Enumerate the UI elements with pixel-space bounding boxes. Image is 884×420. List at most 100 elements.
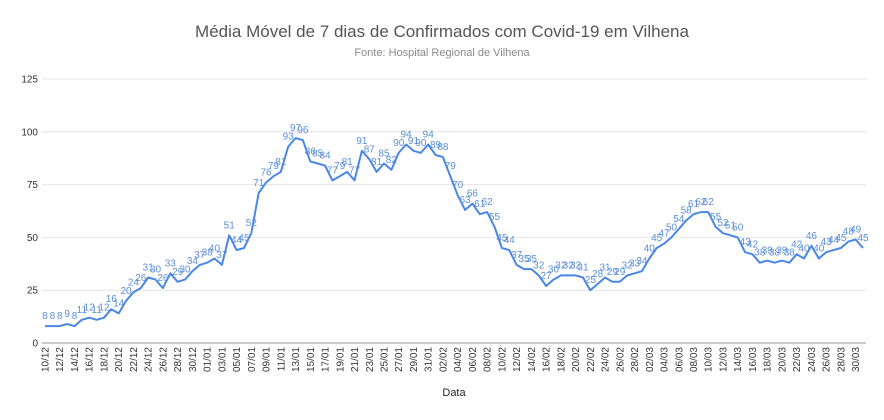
- y-tick-label: 100: [21, 127, 38, 138]
- x-tick-label: 03/01: [217, 347, 228, 372]
- data-label: 39: [776, 246, 788, 257]
- data-label: 43: [821, 237, 833, 248]
- y-tick-label: 125: [21, 75, 38, 86]
- data-label: 66: [467, 189, 479, 200]
- data-label: 32: [622, 260, 634, 271]
- x-tick-label: 09/01: [262, 347, 273, 372]
- x-tick-label: 13/01: [291, 347, 302, 372]
- data-label: 47: [658, 229, 670, 240]
- data-label: 51: [725, 220, 737, 231]
- data-label: 91: [408, 136, 420, 147]
- x-axis-ticks: 10/12 12/12 14/12 16/12 18/12 20/12 22/12 24/12…: [41, 347, 863, 372]
- data-label: 54: [673, 214, 685, 225]
- data-label: 44: [504, 235, 516, 246]
- data-label: 94: [423, 129, 435, 140]
- data-label: 44: [231, 235, 243, 246]
- data-label: 35: [518, 254, 530, 265]
- data-label: 94: [401, 129, 413, 140]
- data-label: 63: [459, 195, 471, 206]
- data-label: 11: [77, 305, 88, 316]
- x-tick-label: 28/12: [173, 347, 184, 372]
- data-label: 96: [297, 125, 309, 136]
- data-label: 31: [577, 263, 589, 274]
- data-label: 9: [64, 309, 70, 320]
- data-label: 90: [393, 138, 405, 149]
- y-axis-ticks: 0 25 50 75 100 125: [21, 75, 38, 350]
- data-label: 12: [84, 303, 96, 314]
- data-label: 43: [740, 237, 752, 248]
- data-label: 55: [489, 212, 501, 223]
- x-tick-label: 16/02: [542, 347, 553, 372]
- data-label: 25: [585, 275, 597, 286]
- data-label: 51: [224, 220, 236, 231]
- data-label: 29: [614, 267, 626, 278]
- data-label: 52: [717, 218, 729, 229]
- x-tick-label: 14/02: [527, 347, 538, 372]
- data-label: 86: [305, 146, 317, 157]
- data-label: 40: [813, 244, 825, 255]
- x-tick-label: 18/02: [556, 347, 567, 372]
- data-label: 8: [72, 311, 78, 322]
- x-tick-label: 12/03: [718, 347, 729, 372]
- data-label: 8: [57, 311, 63, 322]
- data-label: 76: [261, 167, 273, 178]
- y-tick-label: 50: [27, 233, 39, 244]
- chart-subtitle: Fonte: Hospital Regional de Vilhena: [354, 47, 530, 59]
- data-label: 62: [695, 197, 707, 208]
- y-tick-label: 75: [27, 180, 39, 191]
- x-tick-label: 21/01: [350, 347, 361, 372]
- x-tick-label: 26/02: [615, 347, 626, 372]
- x-tick-label: 15/01: [306, 347, 317, 372]
- data-label: 30: [548, 265, 560, 276]
- x-tick-label: 25/01: [379, 347, 390, 372]
- x-tick-label: 20/03: [777, 347, 788, 372]
- data-label: 50: [732, 222, 744, 233]
- x-tick-label: 22/12: [129, 347, 140, 372]
- x-tick-label: 29/01: [409, 347, 420, 372]
- data-label: 88: [437, 142, 449, 153]
- data-label: 85: [378, 148, 390, 159]
- data-label: 20: [121, 286, 133, 297]
- data-label: 44: [828, 235, 840, 246]
- data-label: 62: [703, 197, 715, 208]
- data-label: 45: [835, 233, 847, 244]
- data-label: 37: [511, 250, 523, 261]
- data-label: 32: [563, 260, 575, 271]
- data-label: 31: [600, 263, 612, 274]
- data-labels: 8 8 8 9 811121112161420242631302633293034373…: [42, 123, 869, 322]
- data-label: 55: [710, 212, 722, 223]
- x-tick-label: 22/02: [586, 347, 597, 372]
- data-label: 34: [187, 256, 199, 267]
- data-label: 29: [172, 267, 184, 278]
- data-label: 81: [342, 157, 354, 168]
- data-label: 38: [784, 248, 796, 259]
- x-tick-label: 07/01: [247, 347, 258, 372]
- x-tick-label: 12/12: [55, 347, 66, 372]
- x-tick-label: 05/01: [232, 347, 243, 372]
- data-label: 45: [651, 233, 663, 244]
- data-label: 84: [319, 151, 331, 162]
- data-label: 52: [246, 218, 258, 229]
- x-tick-label: 14/12: [70, 347, 81, 372]
- x-tick-label: 08/03: [689, 347, 700, 372]
- x-tick-label: 20/12: [114, 347, 125, 372]
- x-tick-label: 10/12: [41, 347, 52, 372]
- x-tick-label: 20/02: [571, 347, 582, 372]
- x-tick-label: 14/03: [733, 347, 744, 372]
- data-label: 38: [769, 248, 781, 259]
- data-label: 26: [157, 273, 169, 284]
- data-label: 45: [238, 233, 250, 244]
- x-tick-label: 06/03: [674, 347, 685, 372]
- data-label: 97: [290, 123, 302, 134]
- data-label: 27: [541, 271, 553, 282]
- data-label: 61: [688, 199, 700, 210]
- data-label: 91: [356, 136, 368, 147]
- data-label: 81: [275, 157, 287, 168]
- data-label: 30: [150, 265, 162, 276]
- x-tick-label: 22/03: [792, 347, 803, 372]
- data-label: 30: [179, 265, 191, 276]
- x-tick-label: 02/02: [438, 347, 449, 372]
- x-tick-label: 30/03: [851, 347, 862, 372]
- data-label: 37: [216, 250, 228, 261]
- data-label: 89: [430, 140, 442, 151]
